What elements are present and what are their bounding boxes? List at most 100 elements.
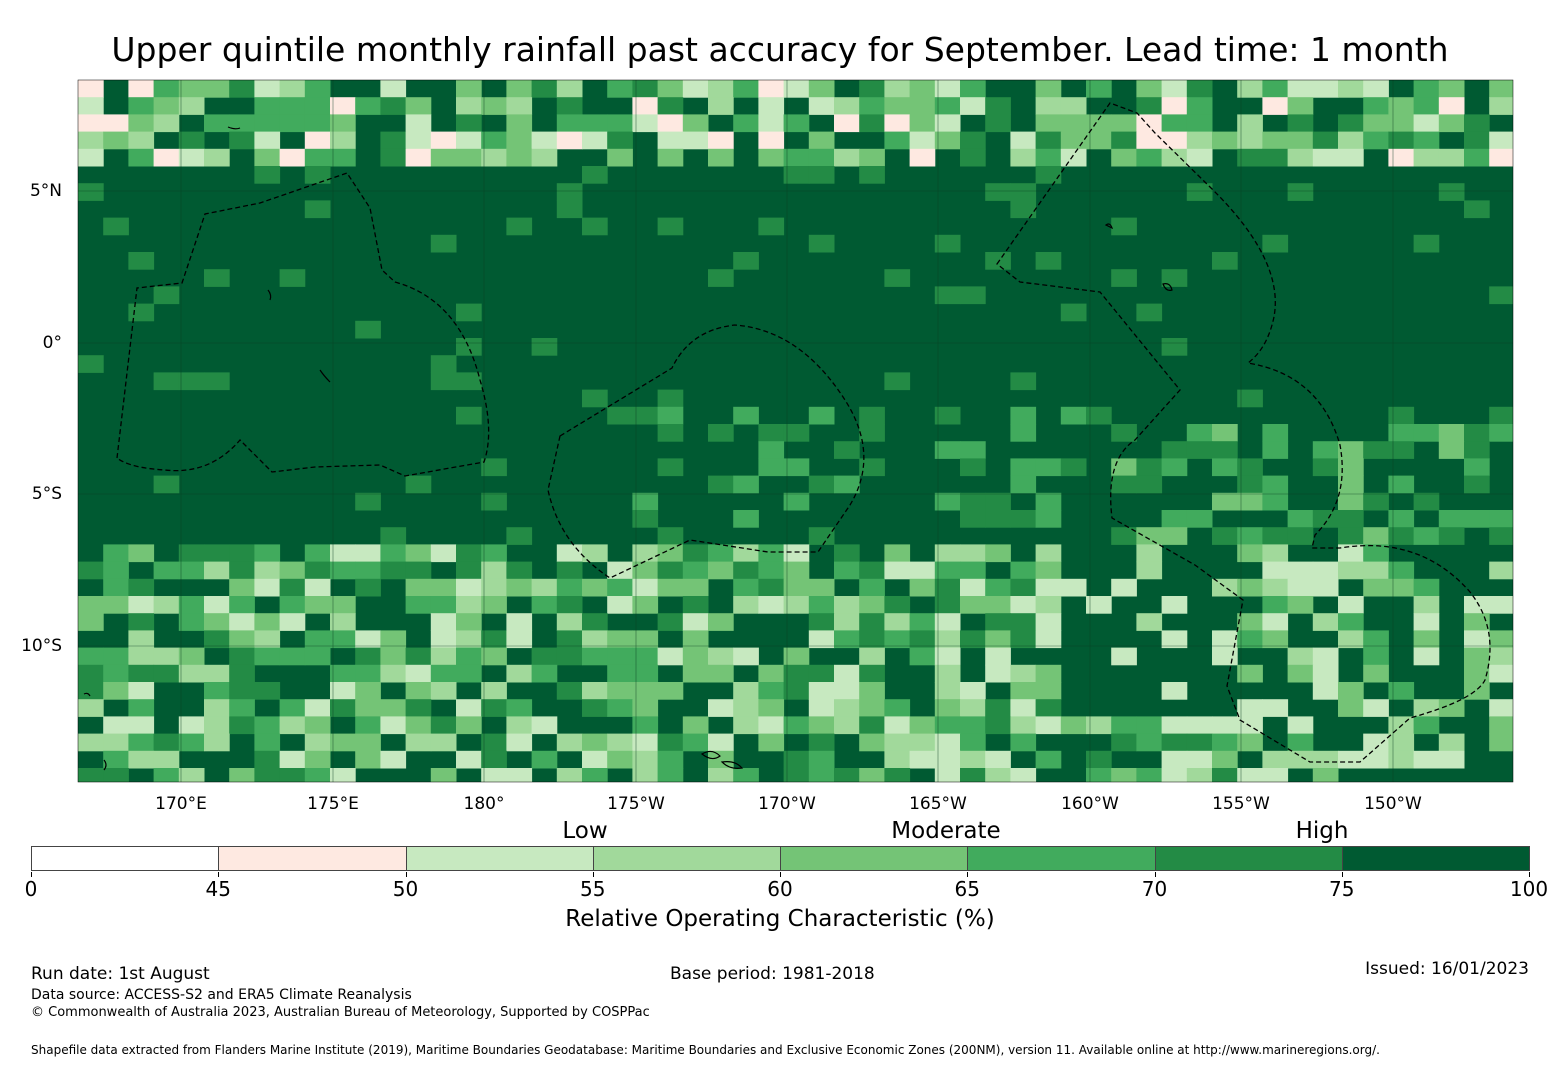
grid-cell [1388,750,1415,769]
grid-cell [985,510,1011,528]
grid-cell [607,682,633,700]
grid-cell [934,80,961,98]
grid-cell [783,561,810,580]
grid-cell [884,131,911,150]
grid-cell [531,647,558,666]
grid-cell [834,475,860,494]
grid-cell [632,97,659,115]
grid-cell [708,699,734,717]
grid-cell [279,613,306,631]
grid-cell [1262,578,1289,597]
grid-cell [1212,252,1238,270]
grid-cell [808,630,835,649]
grid-cell [1111,647,1137,666]
grid-cell [1136,475,1163,494]
grid-cell [1388,406,1415,425]
grid-cell [934,578,961,597]
grid-cell [1464,114,1490,133]
grid-cell [934,544,961,563]
grid-cell [985,716,1011,735]
grid-cell [355,647,381,666]
grid-cell [582,578,608,597]
grid-cell [355,682,381,700]
grid-cell [355,544,381,563]
grid-cell [985,114,1011,133]
grid-cell [859,733,885,752]
grid-cell [758,80,785,98]
grid-cell [1161,131,1188,150]
grid-cell [1161,527,1188,545]
grid-cell [103,217,129,236]
grid-cell [582,768,608,782]
grid-cell [985,97,1011,115]
grid-cell [960,80,986,98]
grid-cell [128,630,155,649]
grid-cell [405,544,432,563]
grid-cell [960,458,986,477]
grid-cell [254,768,281,782]
grid-cell [355,664,381,683]
grid-cell [960,510,986,528]
grid-cell [934,234,961,253]
grid-cell [1035,492,1062,511]
coastlines [83,126,1173,771]
grid-cell [1438,97,1465,115]
grid-cell [1136,716,1163,735]
grid-cell [783,544,810,563]
grid-cell [531,338,558,356]
grid-cell [531,131,558,150]
grid-cell [1010,561,1037,580]
grid-cell [783,750,810,769]
grid-cell [1161,338,1188,356]
grid-cell [1413,424,1440,442]
grid-cell [934,716,961,735]
grid-cell [229,664,255,683]
grid-cell [1111,527,1137,545]
grid-cell [909,750,936,769]
grid-cell [153,372,180,391]
colorbar-bin [405,846,594,871]
grid-cell [1035,510,1062,528]
grid-cell [304,716,331,735]
grid-cell [153,733,180,752]
grid-cell [1464,596,1490,614]
grid-cell [456,630,482,649]
grid-cell [1287,527,1314,545]
grid-cell [1262,630,1289,649]
grid-cell [355,716,381,735]
grid-cell [632,406,659,425]
grid-cell [657,578,684,597]
grid-cell [960,578,986,597]
grid-cell [128,578,155,597]
grid-cell [1035,664,1062,683]
grid-cell [304,630,331,649]
grid-cell [304,750,331,769]
grid-cell [380,544,407,563]
grid-cell [758,424,785,442]
grid-cell [1262,596,1289,614]
grid-cell [657,389,684,408]
grid-cell [1438,699,1465,717]
eez-line-islands [996,102,1491,763]
grid-cell [708,647,734,666]
grid-cell [607,131,633,150]
grid-cell [934,664,961,683]
grid-cell [783,148,810,167]
grid-cell [254,733,281,752]
grid-cell [481,492,507,511]
grid-cell [934,114,961,133]
grid-cell [254,166,281,184]
colorbar-bin [1154,846,1343,871]
grid-cell [934,596,961,614]
grid-cell [456,131,482,150]
grid-cell [355,750,381,769]
grid-cell [304,200,331,219]
colorbar-tick-mark [967,872,969,877]
grid-cell [1010,183,1037,201]
grid-cell [808,475,835,494]
grid-cell [859,97,885,115]
grid-cell [1010,372,1037,391]
grid-cell [405,647,432,666]
grid-cell [1186,114,1213,133]
grid-cell [1212,733,1238,752]
